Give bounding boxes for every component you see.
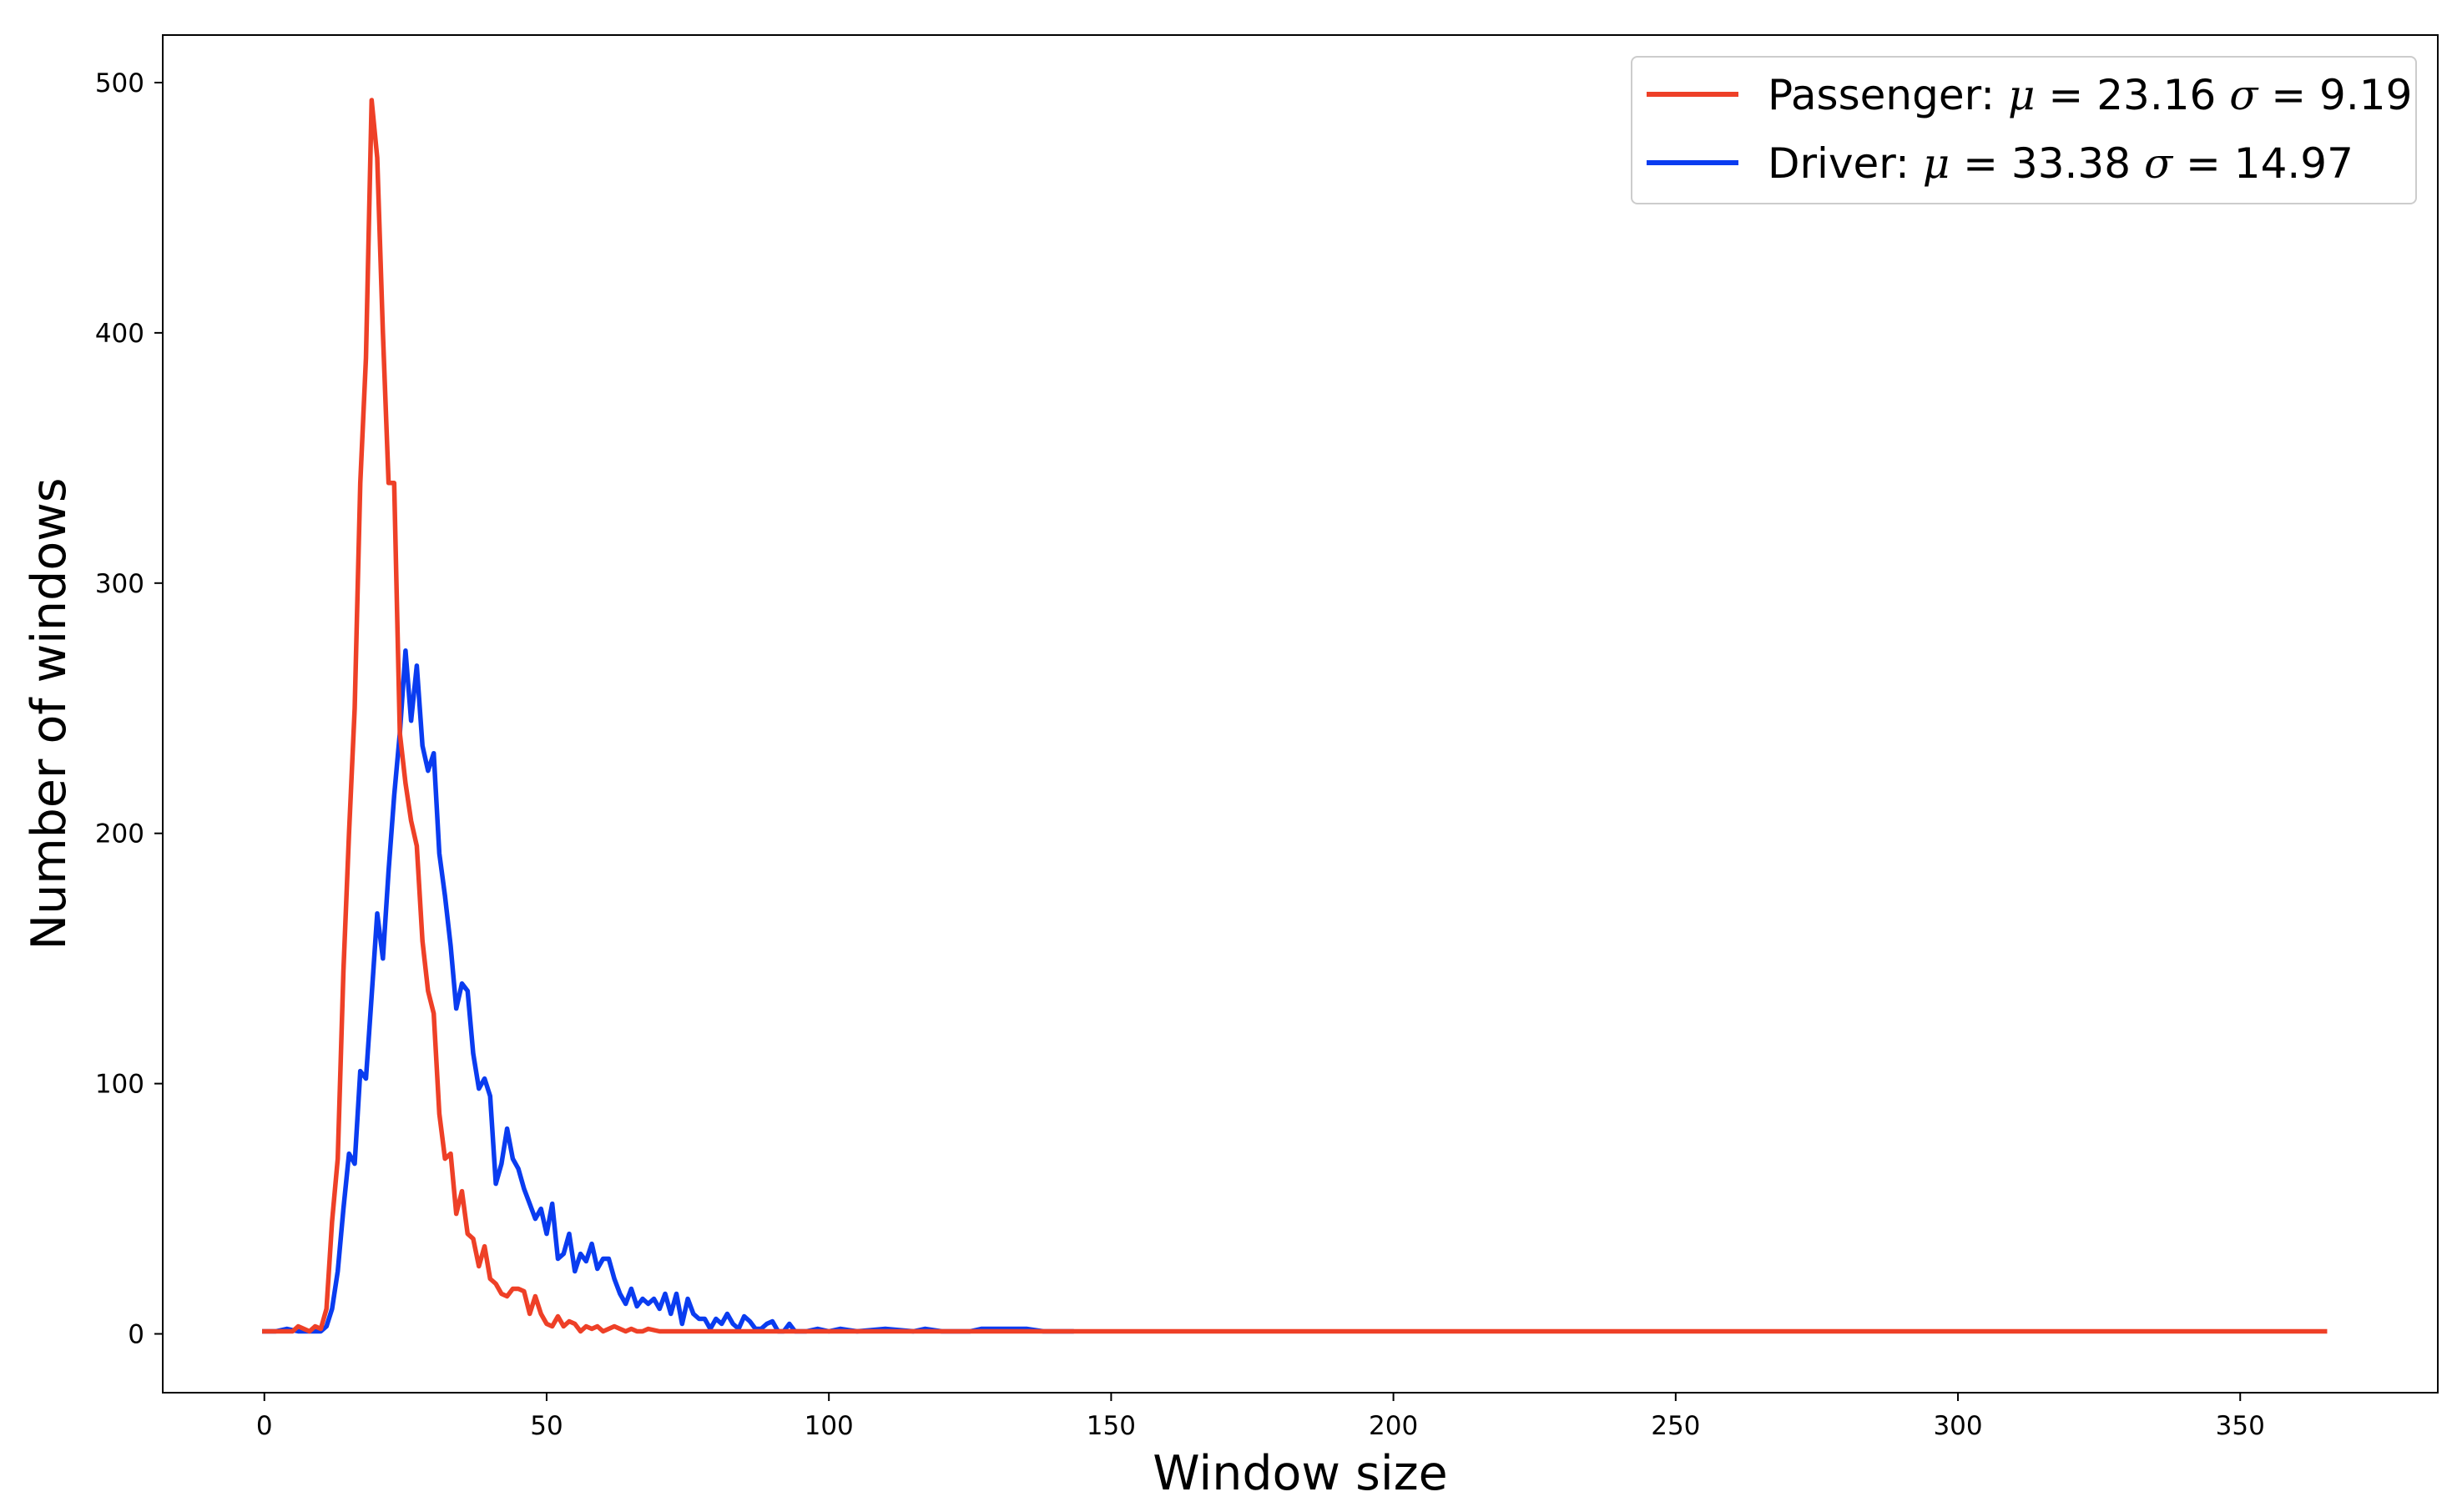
y-axis-label: Number of windows <box>22 477 77 950</box>
legend-label-passenger: Passenger: μ = 23.16 σ = 9.19 <box>1768 71 2412 119</box>
y-tick-label: 0 <box>128 1320 144 1350</box>
y-axis: 0 100 200 300 400 500 <box>95 68 163 1350</box>
y-tick-label: 300 <box>95 569 144 599</box>
x-axis: 0 50 100 150 200 250 300 350 <box>256 1393 2265 1441</box>
x-tick-label: 50 <box>530 1411 563 1441</box>
y-tick-label: 100 <box>95 1070 144 1100</box>
x-tick-label: 300 <box>1933 1411 1982 1441</box>
y-tick-label: 500 <box>95 68 144 98</box>
plot-frame <box>162 34 2439 1394</box>
legend-box <box>1631 56 2417 204</box>
x-tick-label: 150 <box>1087 1411 1136 1441</box>
x-tick-label: 250 <box>1651 1411 1700 1441</box>
x-tick-label: 350 <box>2216 1411 2265 1441</box>
series-line-passenger <box>262 98 2328 1334</box>
legend-label-driver: Driver: μ = 33.38 σ = 14.97 <box>1768 139 2354 188</box>
series-line-driver <box>262 648 1074 1334</box>
y-tick-label: 400 <box>95 319 144 349</box>
x-tick-label: 0 <box>256 1411 273 1441</box>
x-tick-label: 200 <box>1369 1411 1418 1441</box>
legend: Passenger: μ = 23.16 σ = 9.19 Driver: μ =… <box>1631 56 2417 204</box>
y-tick-label: 200 <box>95 819 144 849</box>
plot-lines <box>262 98 2328 1334</box>
x-tick-label: 100 <box>805 1411 854 1441</box>
x-axis-label: Window size <box>1153 1446 1447 1501</box>
